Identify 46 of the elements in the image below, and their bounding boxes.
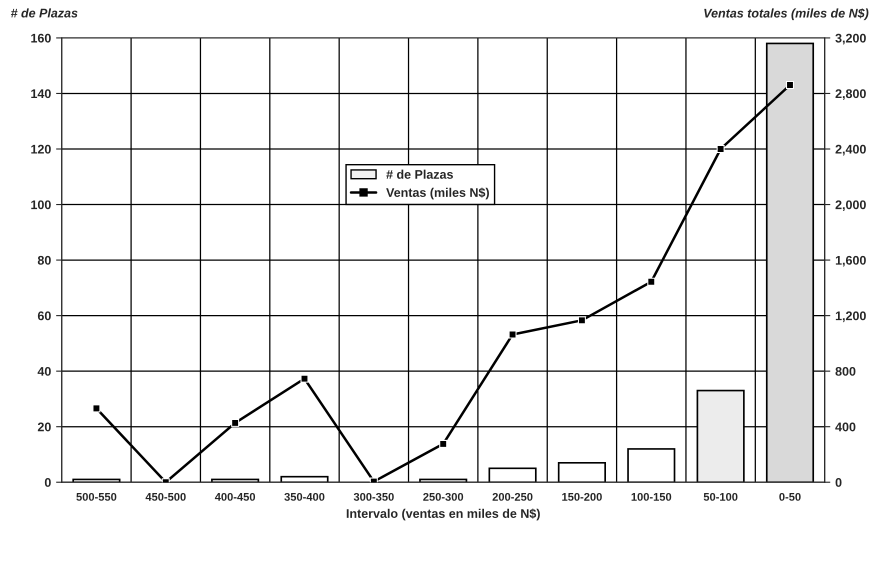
bar bbox=[627, 448, 676, 482]
y2-tick-label: 400 bbox=[835, 422, 856, 432]
x-axis-title: Intervalo (ventas en miles de N$) bbox=[346, 508, 540, 520]
x-tick-label: 0-50 bbox=[779, 492, 801, 501]
y2-tick-label: 1,200 bbox=[836, 311, 866, 322]
x-tick-label: 300-350 bbox=[354, 492, 394, 501]
y2-tick-label: 0 bbox=[836, 478, 842, 487]
y-tick-label: 100 bbox=[31, 200, 51, 210]
y2-tick-label: 3,200 bbox=[835, 34, 866, 44]
legend-label: # de Plazas bbox=[386, 170, 453, 179]
bar bbox=[488, 468, 537, 482]
y-tick-label: 80 bbox=[38, 256, 51, 265]
y2-tick-label: 1,600 bbox=[836, 256, 866, 267]
y2-tick-label: 2,400 bbox=[836, 144, 866, 156]
y-tick-label: 160 bbox=[31, 34, 51, 43]
bar bbox=[558, 462, 606, 482]
point bbox=[439, 440, 448, 448]
y-tick-label: 120 bbox=[31, 144, 51, 154]
x-tick-label: 450-500 bbox=[146, 492, 186, 501]
x-tick-label: 100-150 bbox=[632, 492, 672, 501]
y-tick-label: 140 bbox=[31, 89, 51, 98]
x-tick-label: 350-400 bbox=[284, 492, 324, 501]
y-axis-title: # de Plazas bbox=[10, 8, 78, 18]
y-tick-label: 40 bbox=[38, 366, 51, 376]
x-tick-label: 50-100 bbox=[704, 492, 738, 501]
x-tick-label: 200-250 bbox=[492, 492, 532, 501]
y2-tick-label: 2,000 bbox=[836, 200, 866, 212]
y2-axis-title: Ventas totales (miles de N$) bbox=[704, 8, 868, 20]
x-tick-label: 150-200 bbox=[562, 492, 602, 501]
x-tick-label: 400-450 bbox=[214, 492, 256, 501]
point bbox=[578, 316, 586, 324]
y2-tick-label: 800 bbox=[835, 366, 856, 376]
point bbox=[231, 418, 240, 427]
point bbox=[786, 81, 794, 89]
point bbox=[647, 278, 656, 286]
legend-label: Ventas (miles N$) bbox=[386, 188, 489, 200]
x-tick-label: 500-550 bbox=[76, 492, 116, 501]
x-tick-label: 250-300 bbox=[423, 492, 464, 501]
y2-tick-label: 2,800 bbox=[836, 89, 866, 100]
point bbox=[716, 145, 725, 153]
y-tick-label: 20 bbox=[38, 422, 51, 432]
point bbox=[508, 330, 517, 338]
point bbox=[92, 404, 100, 412]
y-tick-label: 60 bbox=[38, 311, 51, 320]
point bbox=[300, 374, 308, 383]
y-tick-label: 0 bbox=[44, 478, 51, 487]
